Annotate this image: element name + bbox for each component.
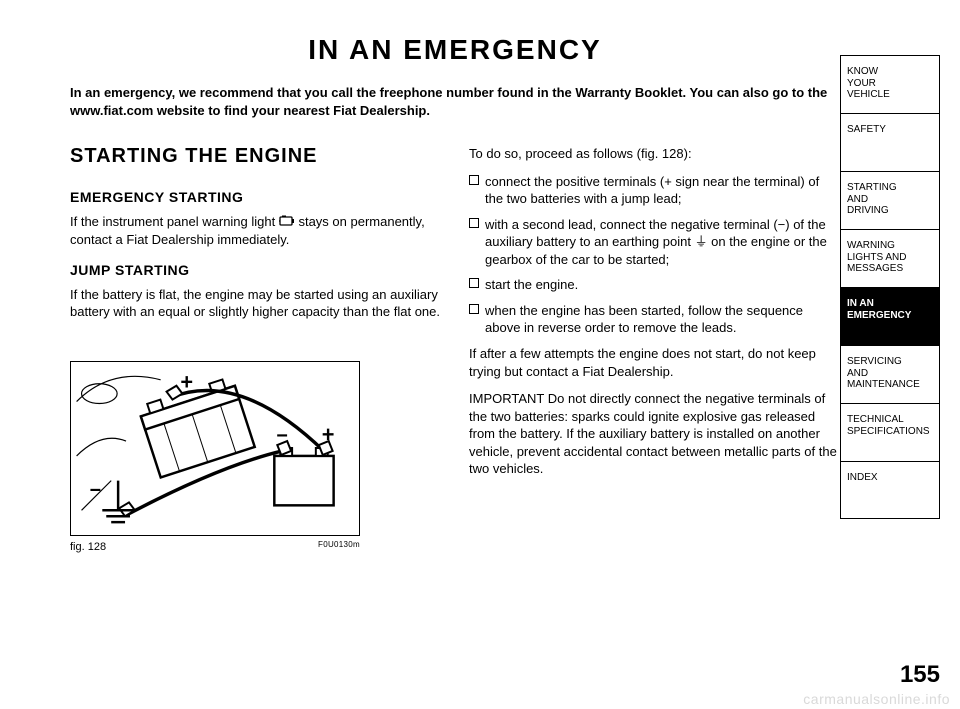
bullet-text: when the engine has been started, follow…: [485, 302, 840, 337]
bullet-item: start the engine.: [469, 276, 840, 294]
engine-warning-icon: [279, 214, 295, 232]
page-number: 155: [900, 661, 940, 689]
figure-number: fig. 128: [70, 540, 106, 555]
bullet-box-icon: [469, 218, 479, 228]
left-column: STARTING THE ENGINE EMERGENCY STARTING I…: [70, 143, 441, 555]
paragraph: If after a few attempts the engine does …: [469, 345, 840, 380]
tab-in-an-emergency[interactable]: IN ANEMERGENCY: [840, 287, 940, 345]
tab-warning-lights[interactable]: WARNINGLIGHTS ANDMESSAGES: [840, 229, 940, 287]
bullet-text: connect the positive terminals (+ sign n…: [485, 173, 840, 208]
bullet-box-icon: [469, 278, 479, 288]
columns: STARTING THE ENGINE EMERGENCY STARTING I…: [70, 143, 840, 555]
tab-starting-and-driving[interactable]: STARTINGANDDRIVING: [840, 171, 940, 229]
tab-label: SERVICINGANDMAINTENANCE: [847, 356, 920, 391]
tab-safety[interactable]: SAFETY: [840, 113, 940, 171]
intro-paragraph: In an emergency, we recommend that you c…: [70, 84, 840, 119]
tab-label: SAFETY: [847, 124, 886, 136]
tab-servicing[interactable]: SERVICINGANDMAINTENANCE: [840, 345, 940, 403]
figure-caption: fig. 128 F0U0130m: [70, 540, 360, 555]
tab-label: STARTINGANDDRIVING: [847, 182, 897, 217]
subheading-emergency-starting: EMERGENCY STARTING: [70, 188, 441, 207]
bullet-text: start the engine.: [485, 276, 840, 294]
svg-text:−: −: [89, 479, 101, 501]
text: If the instrument panel warning light: [70, 214, 279, 229]
bullet-box-icon: [469, 304, 479, 314]
tab-know-your-vehicle[interactable]: KNOWYOURVEHICLE: [840, 55, 940, 113]
paragraph: If the instrument panel warning light st…: [70, 213, 441, 249]
tab-label: INDEX: [847, 472, 878, 484]
bullet-item: when the engine has been started, follow…: [469, 302, 840, 337]
tab-label: WARNINGLIGHTS ANDMESSAGES: [847, 240, 906, 275]
jump-start-diagram: + − +: [70, 361, 360, 536]
right-column: To do so, proceed as follows (fig. 128):…: [469, 143, 840, 555]
figure-wrap: + − +: [70, 361, 441, 555]
tab-technical-specs[interactable]: TECHNICALSPECIFICATIONS: [840, 403, 940, 461]
bullet-text: with a second lead, connect the negative…: [485, 216, 840, 269]
section-heading: STARTING THE ENGINE: [70, 143, 441, 170]
page: IN AN EMERGENCY In an emergency, we reco…: [0, 0, 960, 709]
content-area: IN AN EMERGENCY In an emergency, we reco…: [70, 34, 840, 555]
watermark: carmanualsonline.info: [803, 691, 950, 707]
side-tabs: KNOWYOURVEHICLE SAFETY STARTINGANDDRIVIN…: [840, 55, 940, 519]
tab-index[interactable]: INDEX: [840, 461, 940, 519]
bullet-item: connect the positive terminals (+ sign n…: [469, 173, 840, 208]
subheading-jump-starting: JUMP STARTING: [70, 261, 441, 280]
paragraph: If the battery is flat, the engine may b…: [70, 286, 441, 321]
figure-code: F0U0130m: [318, 540, 360, 555]
tab-label: KNOWYOURVEHICLE: [847, 66, 890, 101]
paragraph: To do so, proceed as follows (fig. 128):: [469, 145, 840, 163]
tab-label: IN ANEMERGENCY: [847, 298, 911, 321]
tab-label: TECHNICALSPECIFICATIONS: [847, 414, 930, 437]
bullet-box-icon: [469, 175, 479, 185]
page-title: IN AN EMERGENCY: [70, 34, 840, 66]
paragraph: IMPORTANT Do not directly connect the ne…: [469, 390, 840, 478]
bullet-item: with a second lead, connect the negative…: [469, 216, 840, 269]
